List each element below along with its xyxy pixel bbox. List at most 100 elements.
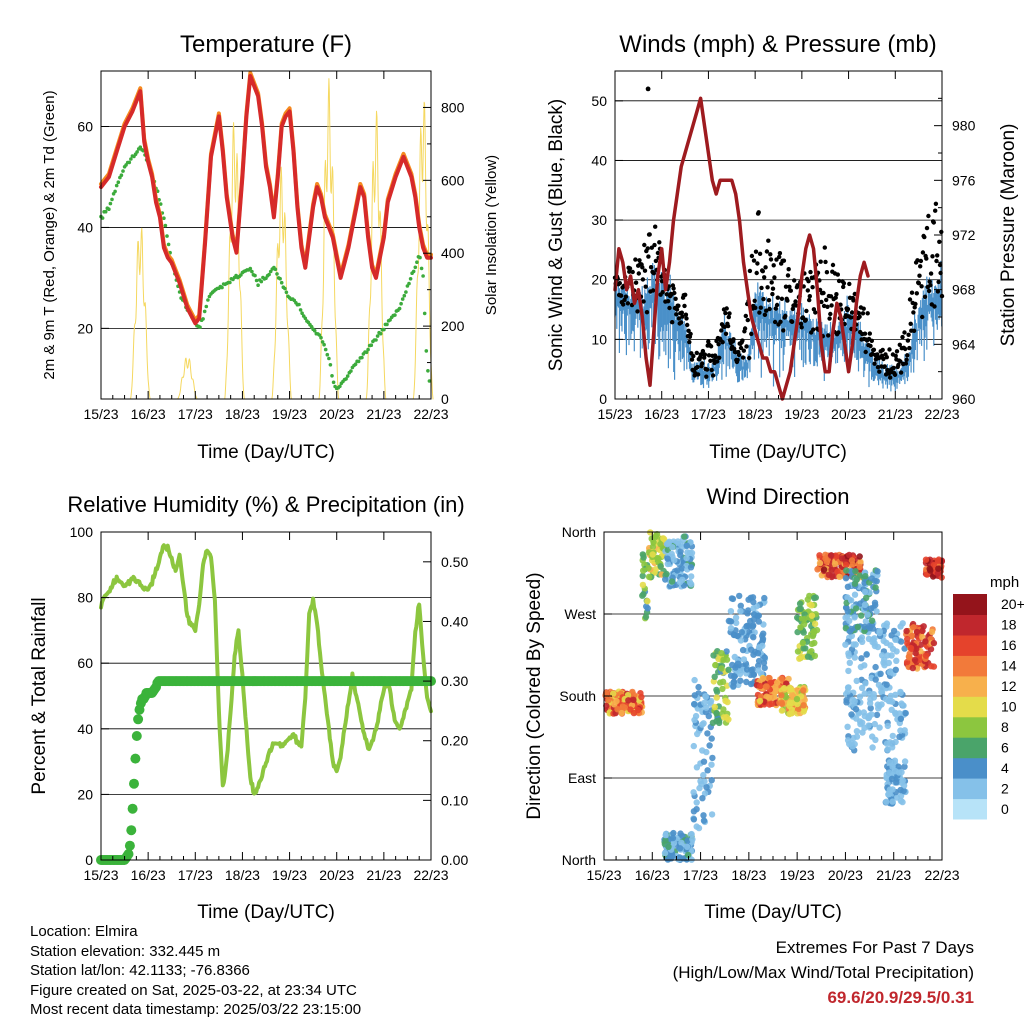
wind-direction-point: [808, 640, 816, 648]
dewpoint-point: [162, 216, 166, 220]
wind-gust-point: [633, 280, 639, 285]
x-tick-label: 17/23: [691, 406, 726, 422]
legend-swatch: [953, 757, 987, 779]
wind-direction-point: [691, 701, 698, 708]
wind-direction-point: [747, 680, 755, 688]
wind-gust-point: [804, 308, 809, 314]
wind-gust-point: [924, 256, 929, 261]
x-tick-label: 21/23: [876, 867, 911, 883]
wind-gust-point: [871, 347, 877, 352]
dewpoint-point: [284, 290, 289, 295]
wind-gust-point: [847, 281, 852, 287]
wind-gust-point: [916, 281, 921, 286]
wind-gust-point: [810, 285, 815, 290]
wind-direction-point: [872, 736, 879, 744]
wind-direction-point: [701, 790, 709, 797]
wind-direction-point: [639, 572, 646, 580]
y-tick-label: 100: [70, 524, 94, 540]
wind-direction-point: [786, 710, 793, 718]
wind-direction-point: [922, 638, 929, 645]
wind-direction-point: [892, 768, 899, 775]
wind-direction-point: [709, 754, 716, 762]
x-tick-label: 17/23: [178, 406, 213, 422]
wind-direction-point: [723, 648, 730, 655]
wind-direction-point: [728, 595, 736, 602]
wind-gust-point: [640, 265, 645, 270]
dewpoint-point: [388, 318, 392, 322]
wind-gust-point: [646, 254, 651, 259]
solar-insolation-line: [271, 166, 292, 400]
wind-direction-point: [896, 733, 903, 740]
wind-gust-point: [657, 240, 662, 245]
wind-gust-point: [937, 262, 943, 268]
wind-gust-point: [917, 273, 922, 278]
wind-direction-point: [808, 602, 815, 609]
wind-gust-point: [805, 288, 810, 293]
wind-gust-point: [725, 323, 731, 329]
wind-direction-point: [750, 616, 758, 623]
wind-direction-point: [761, 594, 768, 602]
wind-direction-point: [861, 588, 869, 596]
wind-direction-point: [858, 612, 865, 619]
wind-gust-point: [713, 354, 718, 360]
wind-direction-point: [759, 675, 766, 682]
wind-direction-point: [668, 578, 676, 585]
dewpoint-point: [349, 369, 353, 373]
wind-direction-point: [618, 709, 625, 717]
y-tick-label: 40: [77, 219, 93, 235]
wind-gust-point: [911, 310, 916, 315]
extremes-block: Extremes For Past 7 Days (High/Low/Max W…: [673, 935, 974, 1010]
wind-direction-point: [836, 573, 843, 580]
wind-gust-point: [717, 355, 722, 360]
dewpoint-point: [408, 277, 413, 281]
wind-gust-point: [927, 279, 932, 284]
humidity-title: Relative Humidity (%) & Precipitation (i…: [67, 492, 464, 517]
wind-gust-point: [823, 259, 828, 265]
wind-direction-point: [846, 551, 853, 559]
wind-direction-point: [788, 686, 795, 693]
wind-direction-point: [804, 596, 811, 603]
wind-direction-point: [794, 628, 801, 636]
figure-created: Figure created on Sat, 2025-03-22, at 23…: [30, 981, 357, 999]
wind-direction-point: [858, 684, 866, 692]
dewpoint-point: [407, 281, 411, 286]
wind-direction-point: [662, 837, 669, 844]
wind-direction-point: [886, 669, 894, 676]
wind-direction-point: [823, 558, 831, 565]
wind-direction-point: [897, 623, 904, 630]
dewpoint-point: [273, 267, 278, 272]
wind-gust-point: [903, 346, 908, 352]
wind-direction-point: [727, 618, 734, 625]
wind-direction-point: [903, 658, 911, 666]
wind-direction-point: [640, 591, 647, 598]
legend-label: 10: [1001, 699, 1017, 715]
wind-gust-point: [627, 269, 632, 274]
wind-gust-point: [912, 305, 917, 310]
dewpoint-point: [138, 145, 143, 149]
wind-direction-point: [704, 767, 711, 774]
dewpoint-point: [366, 347, 370, 352]
winds-right-ticks: 960 964 968 972 976 980: [934, 97, 976, 407]
precipitation-point: [123, 849, 134, 859]
x-tick-label: 20/23: [319, 406, 354, 422]
wind-direction-point: [689, 836, 696, 843]
x-tick-label: 22/23: [924, 406, 959, 422]
dewpoint-point: [385, 322, 389, 327]
wind-direction-point: [645, 573, 653, 580]
wind-direction-point: [897, 689, 904, 697]
wind-direction-point: [885, 790, 893, 798]
dewpoint-point: [382, 327, 386, 332]
dewpoint-point: [298, 308, 303, 312]
wind-gust-point: [774, 302, 780, 308]
x-tick-label: 22/23: [413, 867, 448, 883]
wind-direction-point: [722, 697, 729, 704]
dewpoint-point: [421, 274, 425, 278]
wind-direction-point: [669, 852, 676, 860]
dewpoint-point: [325, 352, 330, 357]
wind-direction-point: [801, 616, 808, 623]
wind-direction-point: [734, 632, 741, 640]
wind-direction-point: [876, 724, 883, 731]
dewpoint-point: [254, 278, 259, 283]
direction-plot-area: [602, 529, 946, 863]
wind-direction-point: [850, 641, 857, 648]
